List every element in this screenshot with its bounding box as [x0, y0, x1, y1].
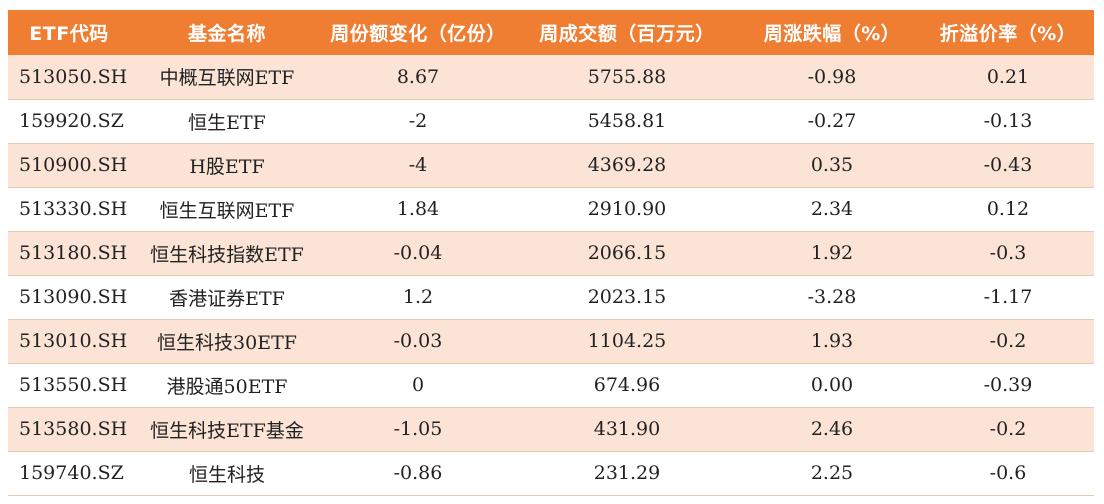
cell-share-change: 1.2 — [402, 286, 434, 308]
cell-share-change: -2 — [408, 110, 428, 132]
table-row: 513050.SH 中概互联网ETF 8.67 5755.88 -0.98 0.… — [8, 55, 1094, 99]
header-weekly-change: 周涨跌幅（%） — [763, 23, 901, 45]
cell-fund-name: 港股通50ETF — [166, 375, 288, 398]
table-row: 159920.SZ 恒生ETF -2 5458.81 -0.27 -0.13 — [8, 99, 1094, 143]
cell-premium-rate: -0.43 — [983, 154, 1033, 176]
table-row: 513090.SH 香港证券ETF 1.2 2023.15 -3.28 -1.1… — [8, 275, 1094, 319]
etf-weekly-table: ETF代码 基金名称 周份额变化（亿份） 周成交额（百万元） 周涨跌幅（%） 折… — [8, 10, 1094, 496]
cell-turnover: 674.96 — [593, 374, 661, 396]
cell-share-change: -0.04 — [393, 242, 443, 264]
cell-share-change: 8.67 — [396, 65, 440, 88]
cell-weekly-change: -0.27 — [807, 110, 857, 132]
cell-share-change: -1.05 — [393, 418, 443, 440]
cell-share-change: 0 — [411, 374, 425, 396]
cell-premium-rate: -0.6 — [989, 462, 1027, 484]
cell-premium-rate: -0.2 — [989, 330, 1027, 352]
table-body: 513050.SH 中概互联网ETF 8.67 5755.88 -0.98 0.… — [8, 55, 1094, 495]
cell-turnover: 2066.15 — [587, 242, 667, 264]
cell-etf-code: 159920.SZ — [19, 110, 124, 132]
cell-weekly-change: 2.46 — [810, 418, 854, 440]
cell-turnover: 2910.90 — [587, 198, 667, 220]
table-row: 513580.SH 恒生科技ETF基金 -1.05 431.90 2.46 -0… — [8, 407, 1094, 451]
cell-fund-name: 恒生科技 — [188, 463, 265, 486]
table-row: 513550.SH 港股通50ETF 0 674.96 0.00 -0.39 — [8, 363, 1094, 407]
cell-weekly-change: -0.98 — [807, 65, 857, 88]
cell-weekly-change: 0.35 — [810, 154, 854, 176]
cell-premium-rate: 0.21 — [986, 65, 1030, 88]
cell-turnover: 431.90 — [593, 418, 661, 440]
header-premium-rate: 折溢价率（%） — [939, 23, 1077, 45]
cell-premium-rate: 0.12 — [986, 198, 1030, 220]
cell-share-change: -0.03 — [393, 330, 443, 352]
cell-premium-rate: -1.17 — [983, 286, 1033, 308]
cell-weekly-change: 0.00 — [810, 374, 854, 396]
cell-turnover: 4369.28 — [587, 154, 667, 176]
cell-turnover: 5755.88 — [587, 65, 667, 88]
cell-etf-code: 513330.SH — [19, 198, 128, 220]
cell-weekly-change: 2.25 — [810, 462, 854, 484]
cell-etf-code: 513180.SH — [19, 242, 128, 264]
cell-weekly-change: 1.93 — [810, 330, 854, 352]
cell-turnover: 2023.15 — [587, 286, 667, 308]
cell-premium-rate: -0.3 — [989, 242, 1027, 264]
cell-fund-name: 香港证券ETF — [169, 287, 285, 310]
cell-fund-name: 中概互联网ETF — [159, 67, 295, 90]
table-row: 513010.SH 恒生科技30ETF -0.03 1104.25 1.93 -… — [8, 319, 1094, 363]
cell-share-change: -0.86 — [393, 462, 443, 484]
header-row: ETF代码 基金名称 周份额变化（亿份） 周成交额（百万元） 周涨跌幅（%） 折… — [8, 10, 1094, 55]
cell-share-change: -4 — [408, 154, 428, 176]
table-row: 513180.SH 恒生科技指数ETF -0.04 2066.15 1.92 -… — [8, 231, 1094, 275]
cell-etf-code: 513090.SH — [19, 286, 128, 308]
cell-weekly-change: -3.28 — [807, 286, 857, 308]
cell-weekly-change: 2.34 — [810, 198, 854, 220]
header-share-change: 周份额变化（亿份） — [330, 23, 506, 45]
cell-etf-code: 513580.SH — [19, 418, 128, 440]
cell-fund-name: 恒生科技30ETF — [157, 331, 297, 354]
cell-premium-rate: -0.39 — [983, 374, 1033, 396]
cell-turnover: 231.29 — [593, 462, 661, 484]
cell-fund-name: 恒生科技ETF基金 — [150, 419, 304, 442]
header-fund-name: 基金名称 — [187, 23, 266, 45]
cell-fund-name: 恒生互联网ETF — [159, 199, 295, 222]
cell-fund-name: 恒生科技指数ETF — [150, 243, 304, 266]
table-row: 513330.SH 恒生互联网ETF 1.84 2910.90 2.34 0.1… — [8, 187, 1094, 231]
cell-premium-rate: -0.13 — [983, 110, 1033, 132]
cell-etf-code: 513550.SH — [19, 374, 128, 396]
cell-etf-code: 159740.SZ — [19, 462, 124, 484]
cell-premium-rate: -0.2 — [989, 418, 1027, 440]
cell-turnover: 1104.25 — [587, 330, 667, 352]
table-row: 510900.SH H股ETF -4 4369.28 0.35 -0.43 — [8, 143, 1094, 187]
cell-fund-name: H股ETF — [189, 155, 265, 178]
cell-turnover: 5458.81 — [587, 110, 667, 132]
table-row: 159740.SZ 恒生科技 -0.86 231.29 2.25 -0.6 — [8, 451, 1094, 495]
cell-weekly-change: 1.92 — [810, 242, 854, 264]
cell-etf-code: 510900.SH — [19, 154, 128, 176]
cell-fund-name: 恒生ETF — [188, 111, 266, 134]
cell-etf-code: 513010.SH — [19, 330, 128, 352]
header-turnover: 周成交额（百万元） — [539, 23, 715, 45]
cell-etf-code: 513050.SH — [19, 65, 128, 88]
header-etf-code: ETF代码 — [29, 23, 109, 45]
cell-share-change: 1.84 — [396, 198, 440, 220]
table-header: ETF代码 基金名称 周份额变化（亿份） 周成交额（百万元） 周涨跌幅（%） 折… — [8, 10, 1094, 55]
